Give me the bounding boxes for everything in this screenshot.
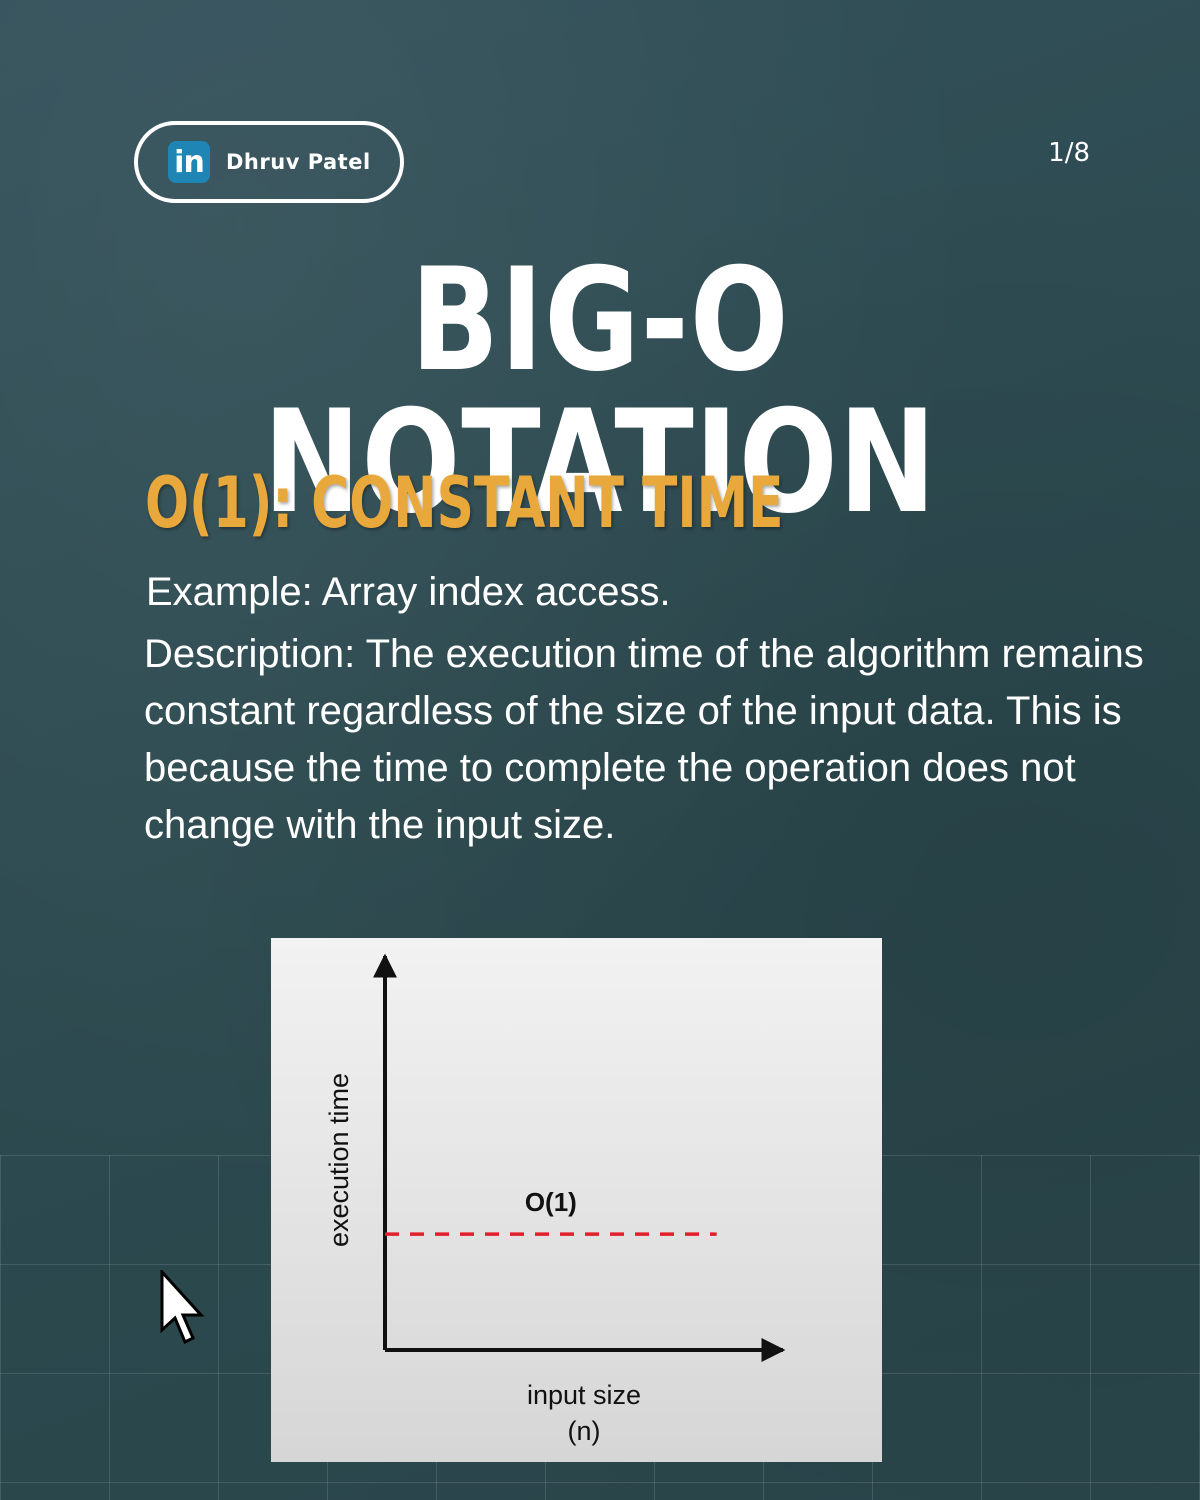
- section-heading: O(1): CONSTANT TIME: [145, 462, 784, 544]
- author-name: Dhruv Patel: [226, 150, 371, 174]
- page-title: BIG-O NOTATION: [263, 238, 937, 545]
- complexity-chart: O(1) input size (n) execution time: [271, 938, 882, 1462]
- chart-svg: O(1) input size (n) execution time: [324, 953, 786, 1446]
- y-axis-label: execution time: [324, 1073, 354, 1247]
- profile-badge[interactable]: in Dhruv Patel: [134, 121, 404, 203]
- description-text: Description: The execution time of the a…: [144, 632, 1144, 847]
- example-text: Example: Array index access.: [146, 570, 671, 614]
- x-axis-label: input size: [527, 1380, 641, 1410]
- page-indicator: 1/8: [1048, 138, 1090, 168]
- x-axis-label-unit: (n): [568, 1416, 601, 1446]
- series-label: O(1): [525, 1187, 577, 1217]
- mouse-pointer-icon: [160, 1270, 205, 1345]
- linkedin-icon: in: [168, 141, 210, 183]
